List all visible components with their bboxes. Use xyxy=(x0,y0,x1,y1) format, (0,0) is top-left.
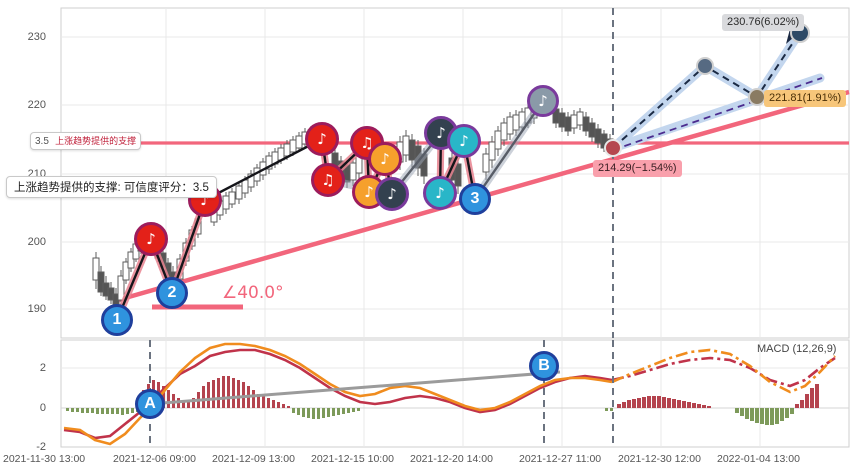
support-score-value: 3.5 xyxy=(35,136,49,147)
wave-marker-2-label: 2 xyxy=(167,284,177,301)
price-axis-tick-230: 230 xyxy=(27,31,46,43)
wave-marker-note-f[interactable]: ♪ xyxy=(368,142,402,176)
x-axis-tick-4: 2021-12-20 14:00 xyxy=(410,453,493,465)
macd-legend: MACD (12,26,9) xyxy=(757,343,837,355)
support-score-cn-text: 上涨趋势提供的支撑 xyxy=(55,136,137,146)
wave-marker-note-d[interactable]: ♫ xyxy=(311,163,345,197)
wave-marker-note-b-label: ♪ xyxy=(200,191,210,209)
price-axis-tick-200: 200 xyxy=(27,236,46,248)
angle-annotation: ∠40.0° xyxy=(222,283,284,303)
wave-marker-note-e[interactable]: ♫ xyxy=(350,126,384,160)
macd-axis-tick-neg2: -2 xyxy=(36,441,46,453)
wave-marker-2[interactable]: 2 xyxy=(156,277,188,309)
wave-marker-note-a-label: ♪ xyxy=(146,230,156,248)
x-axis-tick-3: 2021-12-15 10:00 xyxy=(311,453,394,465)
wave-marker-note-f-label: ♪ xyxy=(380,150,390,168)
x-axis-tick-1: 2021-12-06 09:00 xyxy=(113,453,196,465)
x-axis-tick-5: 2021-12-27 11:00 xyxy=(519,453,602,465)
wave-marker-1-label: 1 xyxy=(112,311,122,328)
macd-plot-frame xyxy=(60,339,850,448)
wave-marker-note-j-label: ♪ xyxy=(459,132,469,150)
macd-marker-a[interactable]: A xyxy=(135,389,165,419)
wave-marker-note-e-label: ♫ xyxy=(360,134,374,152)
wave-marker-note-h[interactable]: ♪ xyxy=(375,177,409,211)
forecast-zigzag-line xyxy=(612,31,801,149)
x-axis-tick-7: 2022-01-04 13:00 xyxy=(717,453,800,465)
wave-marker-1[interactable]: 1 xyxy=(101,304,133,336)
wave-marker-3[interactable]: 3 xyxy=(459,183,491,215)
wave-marker-note-i-label: ♪ xyxy=(436,124,446,142)
target-high-badge[interactable]: 230.76(6.02%) xyxy=(722,14,805,31)
macd-axis-tick-0: 0 xyxy=(39,402,46,414)
forecast-point-peak1[interactable] xyxy=(696,57,714,75)
current-price-badge[interactable]: 214.29(−1.54%) xyxy=(593,160,682,177)
x-axis-tick-2: 2021-12-09 13:00 xyxy=(212,453,295,465)
support-tooltip: 上涨趋势提供的支撑: 可信度评分：3.5 xyxy=(6,176,217,198)
wave-marker-note-j[interactable]: ♪ xyxy=(447,124,481,158)
wave-marker-note-c[interactable]: ♪ xyxy=(305,122,339,156)
macd-axis-tick-2: 2 xyxy=(39,362,46,374)
wave-marker-3-label: 3 xyxy=(470,190,480,207)
macd-marker-b[interactable]: B xyxy=(529,351,559,381)
price-axis-tick-220: 220 xyxy=(27,99,46,111)
macd-divergence-line xyxy=(149,370,561,406)
support-score-box[interactable]: 3.5 上涨趋势提供的支撑 xyxy=(30,132,142,150)
wave-marker-note-g-label: ♪ xyxy=(364,183,374,201)
wave-marker-note-k[interactable]: ♪ xyxy=(423,176,457,210)
wave-marker-note-l-label: ♪ xyxy=(538,92,548,110)
macd-dea-line-forecast xyxy=(611,348,836,394)
forecast-point-current[interactable] xyxy=(604,139,622,157)
x-axis-tick-6: 2021-12-30 12:00 xyxy=(618,453,701,465)
wave-marker-note-l[interactable]: ♪ xyxy=(527,85,559,117)
wave-marker-note-k-label: ♪ xyxy=(435,184,445,202)
macd-histogram-negative xyxy=(66,408,794,425)
x-axis-tick-0: 2021-11-30 13:00 xyxy=(3,453,86,465)
wave-marker-note-a[interactable]: ♪ xyxy=(134,222,168,256)
macd-marker-a-label: A xyxy=(144,395,156,412)
wave-marker-note-c-label: ♪ xyxy=(317,130,327,148)
macd-marker-b-label: B xyxy=(538,357,550,374)
wave-marker-note-h-label: ♪ xyxy=(387,185,397,203)
target-mid-badge[interactable]: 221.81(1.91%) xyxy=(764,90,847,107)
price-axis-tick-190: 190 xyxy=(27,303,46,315)
macd-dif-line-forecast xyxy=(611,356,836,388)
wave-marker-note-d-label: ♫ xyxy=(321,171,335,189)
